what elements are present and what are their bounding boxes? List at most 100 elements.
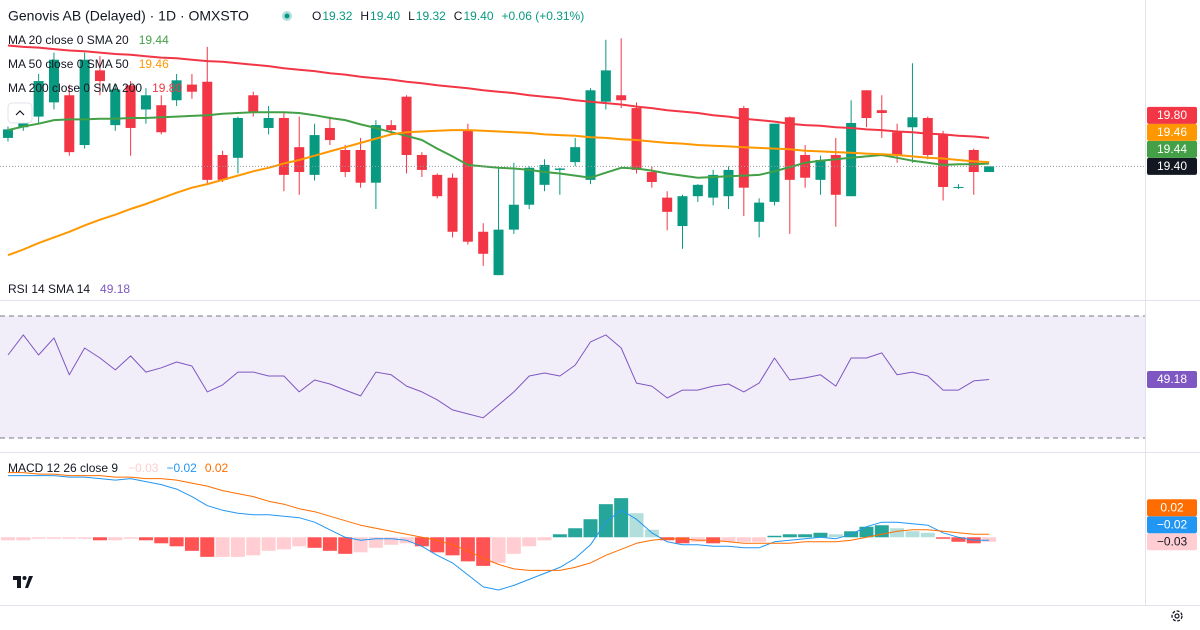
histogram-bar <box>767 535 782 538</box>
candle-body <box>386 125 397 131</box>
candle-body <box>48 59 59 103</box>
gear-outer <box>1171 610 1183 622</box>
price-tag <box>1147 106 1197 124</box>
candle-body <box>248 95 259 113</box>
candle-body <box>539 164 550 185</box>
candle-body <box>938 135 949 187</box>
histogram-bar <box>322 537 337 551</box>
histogram-bar <box>261 537 276 551</box>
rsi-band <box>0 315 1145 438</box>
histogram-bar <box>982 537 997 542</box>
histogram-bar <box>568 528 583 538</box>
candle-body <box>524 167 535 205</box>
candle-body <box>677 196 688 227</box>
logo-dot <box>22 576 27 580</box>
histogram-bar <box>506 537 521 554</box>
candle-body <box>830 154 841 195</box>
candle-body <box>493 229 504 276</box>
candle-body <box>64 95 75 153</box>
chart-title: Genovis AB (Delayed) · 1D · OMXSTO <box>8 8 249 24</box>
indicator-value: 19.44 <box>139 33 169 47</box>
histogram-bar <box>951 537 966 542</box>
ohlc-value: 19.40 <box>370 9 400 23</box>
indicator-name: RSI 14 SMA 14 <box>8 282 90 296</box>
histogram-bar <box>905 531 920 538</box>
histogram-bar <box>736 537 751 542</box>
market-status[interactable] <box>284 13 290 19</box>
histogram-bar <box>338 537 353 554</box>
candle-body <box>922 118 933 155</box>
histogram-bar <box>644 529 659 538</box>
candle-body <box>508 204 519 230</box>
candle-body <box>892 132 903 155</box>
price-tag <box>1147 516 1197 534</box>
histogram-bar <box>123 537 138 539</box>
price-tag-label: 19.44 <box>1157 142 1187 156</box>
moving-average-line <box>7 111 990 179</box>
candle-body <box>769 123 780 202</box>
histogram-bar <box>690 537 705 542</box>
candle-body <box>600 70 611 102</box>
candle-body <box>401 96 412 155</box>
histogram-bar <box>108 537 123 541</box>
histogram-bar <box>62 537 77 539</box>
candle-body <box>984 166 995 173</box>
logo-mark <box>13 576 33 588</box>
histogram-bar <box>920 532 935 538</box>
histogram-bar <box>169 537 184 547</box>
price-tag <box>1147 499 1197 517</box>
histogram-bar <box>200 537 215 557</box>
candle-body <box>723 169 734 197</box>
price-tag-label: 0.02 <box>1160 500 1184 514</box>
indicator-name: MA 50 close 0 SMA 50 <box>8 57 129 71</box>
candle-body <box>171 80 182 101</box>
collapse-button[interactable] <box>7 102 33 124</box>
settings-button[interactable] <box>1171 610 1183 622</box>
histogram-bar <box>276 537 291 550</box>
candle-body <box>646 172 657 182</box>
histogram-bar <box>307 537 322 548</box>
histogram-bar <box>675 537 690 544</box>
price-tag-label: −0.03 <box>1157 534 1188 548</box>
candle-body <box>585 90 596 180</box>
histogram-bar <box>828 534 843 538</box>
candle-body <box>815 159 826 180</box>
histogram-bar <box>31 537 46 539</box>
histogram-bar <box>368 537 383 548</box>
signal-line <box>8 472 990 571</box>
indicator-name: MA 200 close 0 SMA 200 <box>8 81 142 95</box>
histogram-bar <box>414 537 429 547</box>
tradingview-logo[interactable] <box>8 566 38 596</box>
indicator-value: −0.03 <box>128 461 159 475</box>
macd-line <box>8 475 990 591</box>
candle-body <box>570 147 581 163</box>
collapse-icon <box>15 110 25 116</box>
candle-body <box>2 129 13 138</box>
candle-body <box>416 154 427 170</box>
candle-body <box>616 95 627 101</box>
price-tags: 19.40 19.44 19.46 19.80 49.18 −0.03 −0.02 0.02 <box>1147 106 1197 551</box>
histogram-bar <box>460 537 475 562</box>
candle-body <box>953 186 964 188</box>
histogram-bar <box>813 532 828 538</box>
logo-bg <box>8 566 38 596</box>
candle-body <box>708 174 719 198</box>
candle-body <box>79 59 90 146</box>
histogram-bar <box>583 519 598 538</box>
candle-body <box>125 85 136 128</box>
histogram-bar <box>353 537 368 553</box>
histogram-bar <box>598 504 613 538</box>
histogram-bar <box>890 528 905 538</box>
histogram-bar <box>0 537 15 541</box>
ohlc-value: 19.32 <box>322 9 352 23</box>
price-tag <box>1147 157 1197 175</box>
histogram-bar <box>246 537 261 556</box>
histogram-bar <box>476 537 491 566</box>
histogram-bar <box>77 537 92 539</box>
histogram-bar <box>154 537 169 544</box>
histogram-bar <box>798 534 813 538</box>
gear-inner <box>1174 613 1180 619</box>
histogram-bar <box>16 537 31 541</box>
price-tag-label: 19.46 <box>1157 125 1187 139</box>
